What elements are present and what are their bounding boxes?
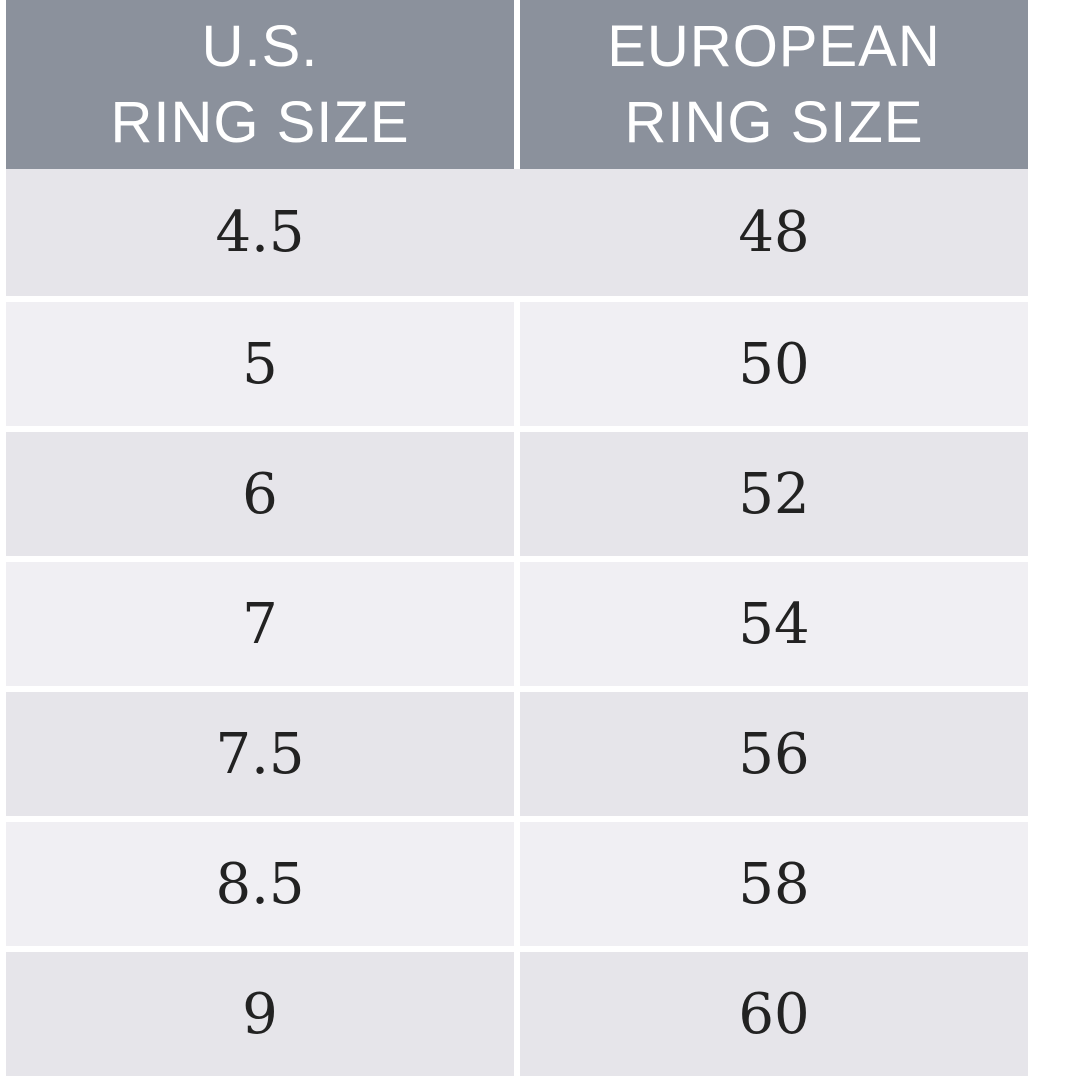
us-size-cell: 4.5 <box>215 200 305 265</box>
header-us-ring-size: U.S. RING SIZE <box>6 0 514 169</box>
eu-size-cell: 48 <box>738 200 810 265</box>
eu-size-cell: 56 <box>520 692 1028 816</box>
ring-size-table: U.S. RING SIZE EUROPEAN RING SIZE 4.5 48… <box>6 0 1028 1076</box>
eu-size-cell: 58 <box>520 822 1028 946</box>
eu-size-cell: 54 <box>520 562 1028 686</box>
header-us-line2: RING SIZE <box>110 89 410 155</box>
header-eu-line2: RING SIZE <box>624 89 924 155</box>
table-row: 4.5 48 <box>6 169 1028 296</box>
eu-size-cell: 60 <box>520 952 1028 1076</box>
header-european-ring-size: EUROPEAN RING SIZE <box>520 0 1028 169</box>
us-size-cell: 6 <box>6 432 514 556</box>
eu-size-cell: 52 <box>520 432 1028 556</box>
us-size-cell: 7.5 <box>6 692 514 816</box>
us-size-cell: 8.5 <box>6 822 514 946</box>
us-size-cell: 7 <box>6 562 514 686</box>
header-us-line1: U.S. <box>201 13 319 79</box>
us-size-cell: 9 <box>6 952 514 1076</box>
eu-size-cell: 50 <box>520 302 1028 426</box>
header-eu-line1: EUROPEAN <box>607 13 941 79</box>
us-size-cell: 5 <box>6 302 514 426</box>
